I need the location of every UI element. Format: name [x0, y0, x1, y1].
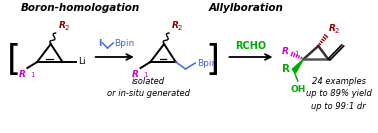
Text: 2: 2	[335, 28, 339, 34]
Text: 1: 1	[30, 72, 35, 78]
Text: 1: 1	[144, 72, 148, 78]
Text: 1: 1	[294, 51, 298, 57]
Text: 24 examples
up to 89% yield
up to 99:1 dr: 24 examples up to 89% yield up to 99:1 d…	[306, 77, 372, 111]
Text: R: R	[282, 64, 290, 74]
Text: Li: Li	[78, 57, 86, 66]
Text: Bpin: Bpin	[197, 59, 217, 68]
Text: I: I	[98, 38, 101, 47]
Text: R: R	[19, 70, 25, 79]
Text: R: R	[329, 24, 336, 33]
Text: ]: ]	[206, 43, 220, 77]
Text: R: R	[172, 21, 179, 30]
Text: R: R	[132, 70, 139, 79]
Text: 2: 2	[64, 25, 69, 31]
Text: OH: OH	[290, 85, 305, 94]
Text: [: [	[6, 43, 21, 77]
Text: isolated
or in-situ generated: isolated or in-situ generated	[107, 77, 190, 99]
Text: RCHO: RCHO	[235, 41, 266, 51]
Text: R: R	[59, 21, 65, 30]
Text: Bpin: Bpin	[114, 38, 135, 47]
Text: R: R	[282, 47, 289, 57]
Text: 2: 2	[178, 25, 182, 31]
Polygon shape	[292, 59, 304, 73]
Text: Boron-homologation: Boron-homologation	[20, 3, 140, 13]
Text: Allylboration: Allylboration	[209, 3, 284, 13]
